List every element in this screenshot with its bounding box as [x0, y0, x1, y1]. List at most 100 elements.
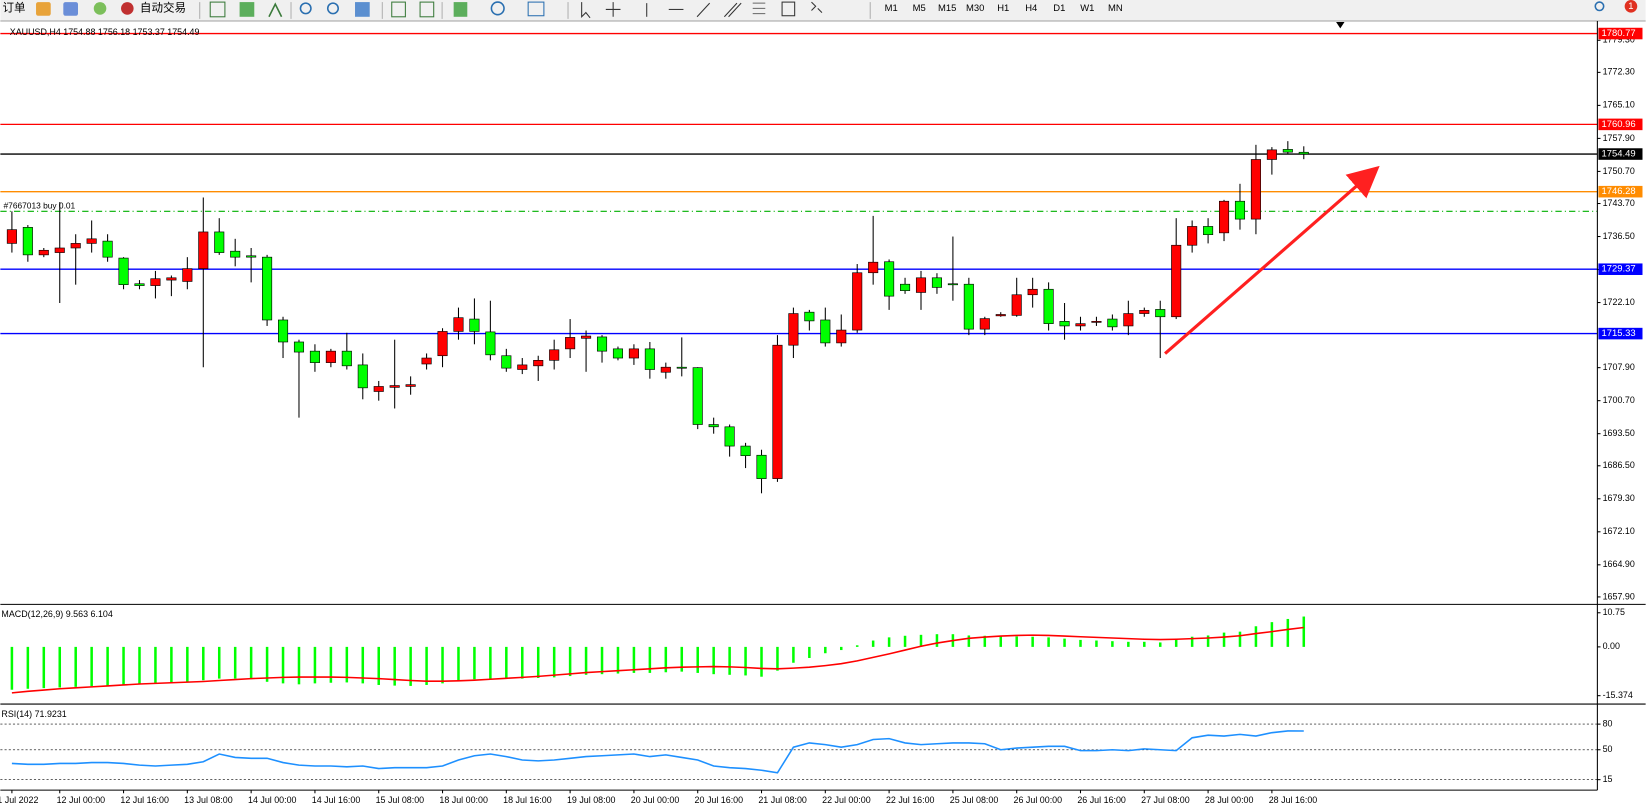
- icon[interactable]: [63, 2, 79, 16]
- macd-histogram-bar: [935, 634, 939, 647]
- trendline-tool[interactable]: [696, 2, 711, 18]
- timeframe-button[interactable]: W1: [1080, 3, 1094, 14]
- icon[interactable]: [209, 1, 226, 18]
- periods[interactable]: [490, 1, 505, 16]
- time-axis-label: 20 Jul 00:00: [631, 795, 680, 805]
- icon[interactable]: [93, 2, 107, 15]
- timeframe-button[interactable]: M30: [966, 3, 984, 14]
- macd-histogram-bar: [648, 646, 652, 673]
- y-tick-label: -15.374: [1603, 690, 1633, 700]
- macd-histogram-bar: [600, 646, 604, 675]
- auto-trading-icon[interactable]: [121, 2, 134, 15]
- icon[interactable]: [36, 2, 51, 16]
- icon[interactable]: [268, 2, 283, 18]
- macd-histogram-bar: [505, 646, 508, 679]
- macd-histogram-bar: [680, 646, 684, 672]
- candle-body: [1011, 294, 1022, 316]
- price-level-tag: [1598, 27, 1643, 40]
- timeframe-button[interactable]: H1: [997, 3, 1009, 14]
- candle-body: [453, 317, 464, 332]
- macd-histogram-bar: [1270, 622, 1274, 647]
- candle-body: [836, 329, 847, 344]
- macd-histogram-bar: [983, 635, 987, 647]
- macd-histogram-bar: [233, 646, 237, 679]
- macd-histogram-bar: [361, 646, 365, 684]
- text-tool[interactable]: [781, 1, 796, 17]
- macd-histogram-bar: [616, 646, 620, 674]
- time-axis-label: 28 Jul 16:00: [1269, 795, 1318, 805]
- time-axis-label: 21 Jul 08:00: [758, 795, 807, 805]
- time-axis-label: 19 Jul 08:00: [567, 795, 616, 805]
- candle-body: [995, 314, 1006, 317]
- templates[interactable]: [527, 1, 545, 17]
- macd-histogram-bar: [967, 635, 971, 647]
- notification-badge[interactable]: [1624, 0, 1638, 13]
- candle-body: [1123, 313, 1134, 327]
- panel-title: XAUUSD,H4 1754.88 1756.18 1753.37 1754.4…: [10, 27, 200, 37]
- crosshair-tool[interactable]: [605, 2, 621, 17]
- time-axis-label: 12 Jul 16:00: [120, 795, 169, 805]
- macd-histogram-bar: [1031, 636, 1034, 647]
- icon[interactable]: [355, 2, 370, 17]
- icon[interactable]: [419, 1, 435, 18]
- price-level-label: 1729.37: [1602, 264, 1636, 275]
- candle-body: [1171, 244, 1182, 318]
- macd-histogram-bar: [1095, 640, 1098, 647]
- candle-body: [70, 243, 81, 249]
- macd-histogram-bar: [329, 646, 333, 683]
- macd-histogram-bar: [58, 646, 62, 688]
- timeframe-button[interactable]: MN: [1108, 3, 1123, 14]
- macd-histogram-bar: [409, 646, 412, 686]
- price-level-label: 1746.28: [1602, 186, 1636, 197]
- macd-histogram-bar: [1286, 618, 1290, 647]
- zoom-in[interactable]: [299, 2, 312, 15]
- zoom-out[interactable]: [326, 2, 340, 15]
- macd-histogram-bar: [441, 646, 444, 684]
- macd-histogram-bar: [42, 646, 46, 689]
- candle-body: [373, 386, 384, 392]
- macd-histogram-bar: [903, 635, 907, 647]
- auto-trading-button[interactable]: 自动交易: [140, 0, 186, 14]
- price-level-label: 1715.33: [1602, 328, 1636, 339]
- panel-title: RSI(14) 71.9231: [1, 709, 66, 719]
- macd-histogram-bar: [1158, 642, 1162, 647]
- macd-histogram-bar: [345, 646, 349, 683]
- icon[interactable]: [391, 1, 406, 18]
- macd-histogram-bar: [249, 646, 253, 680]
- timeframe-button[interactable]: M5: [913, 3, 926, 14]
- y-tick-label: 1757.90: [1603, 133, 1635, 143]
- candle-body: [6, 229, 17, 244]
- candle-body: [788, 313, 799, 346]
- candle-body: [341, 350, 352, 367]
- timeframe-button[interactable]: M15: [938, 3, 956, 14]
- candle-body: [724, 426, 735, 447]
- toolbar: [0, 0, 1646, 21]
- macd-histogram-bar: [473, 646, 476, 680]
- search[interactable]: [1594, 1, 1605, 12]
- price-level-tag: [1598, 185, 1643, 198]
- macd-histogram-bar: [281, 646, 285, 684]
- candle-body: [692, 367, 703, 425]
- cursor-tool[interactable]: [581, 2, 591, 19]
- order-button[interactable]: 订单: [2, 1, 25, 14]
- notification-count: 1: [1628, 1, 1633, 12]
- timeframe-button[interactable]: D1: [1053, 3, 1065, 14]
- candle-body: [421, 357, 432, 365]
- price-level-label: 1780.77: [1602, 28, 1636, 39]
- macd-histogram-bar: [90, 646, 93, 687]
- candle-body: [979, 318, 990, 330]
- macd-histogram-bar: [999, 636, 1003, 647]
- fibo-tool[interactable]: [752, 2, 766, 15]
- candle-body: [357, 364, 368, 389]
- indicators[interactable]: [453, 2, 468, 17]
- annotation-arrow: [1164, 165, 1380, 355]
- timeframe-button[interactable]: H4: [1025, 3, 1037, 14]
- icon[interactable]: [239, 2, 255, 17]
- shapes-tool[interactable]: [811, 1, 823, 13]
- channel-tool[interactable]: [723, 2, 742, 18]
- macd-histogram-bar: [122, 646, 125, 685]
- macd-signal-line: [11, 626, 1304, 694]
- price-level-label: 1760.96: [1602, 119, 1636, 130]
- timeframe-button[interactable]: M1: [885, 3, 898, 14]
- macd-histogram-bar: [26, 646, 30, 689]
